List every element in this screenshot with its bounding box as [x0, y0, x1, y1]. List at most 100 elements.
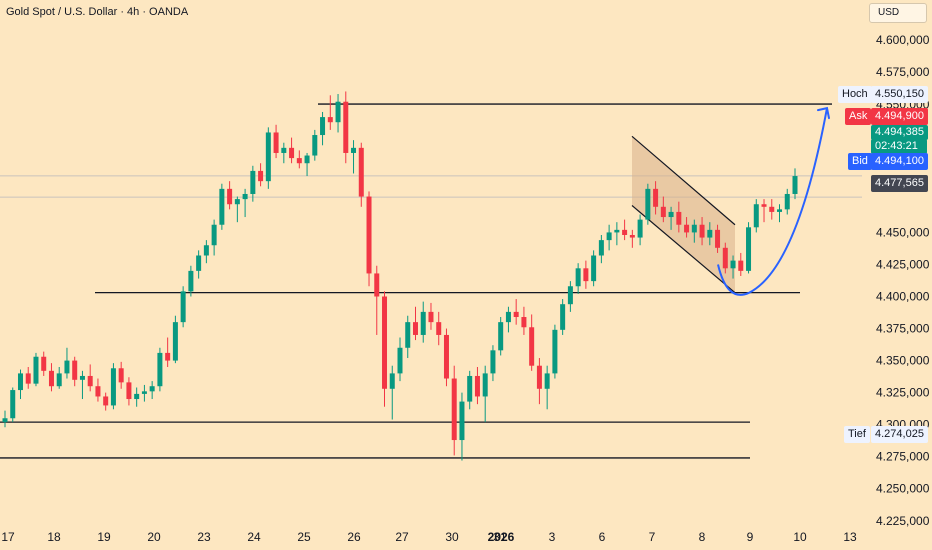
- y-tick-label: 4.350,000: [876, 354, 930, 368]
- horizontal-levels: [0, 103, 832, 459]
- candle-body: [412, 322, 418, 335]
- candle-body: [157, 352, 163, 387]
- candle-body: [180, 291, 186, 323]
- candle-body: [629, 234, 635, 238]
- candle-body: [560, 304, 566, 330]
- candle-body: [691, 224, 697, 233]
- channel-fill: [632, 136, 735, 293]
- tief-value: 4.274,025: [871, 426, 928, 443]
- x-tick-label: 31: [493, 530, 507, 544]
- y-tick-label: 4.250,000: [876, 482, 930, 496]
- candle-body: [64, 360, 70, 374]
- candle-body: [575, 268, 581, 287]
- candle-body: [41, 356, 47, 371]
- y-tick-label: 4.450,000: [876, 225, 930, 239]
- y-tick-label: 4.600,000: [876, 33, 930, 47]
- currency-selector[interactable]: USD: [869, 3, 927, 23]
- candle-body: [188, 270, 194, 292]
- x-tick-label: 18: [47, 530, 61, 544]
- candle-body: [707, 229, 713, 238]
- candle-body: [196, 255, 202, 271]
- candle-body: [761, 204, 767, 207]
- y-tick-label: 4.275,000: [876, 450, 930, 464]
- candle-body: [10, 390, 16, 419]
- ask-label: Ask: [845, 108, 872, 125]
- candle-body: [56, 373, 62, 387]
- candle-body: [722, 247, 728, 269]
- x-tick-label: 9: [747, 530, 754, 544]
- candle-body: [513, 311, 519, 318]
- projection-curve-path: [717, 107, 828, 296]
- candle-body: [591, 255, 597, 282]
- candle-body: [304, 155, 310, 164]
- candle-body: [335, 101, 341, 123]
- candle-body: [87, 375, 93, 387]
- candle-body: [72, 360, 78, 380]
- candle-body: [103, 396, 109, 406]
- candle-body: [614, 229, 620, 233]
- candle-body: [95, 386, 101, 397]
- candle-body: [227, 188, 233, 205]
- projection-curve: [717, 106, 830, 296]
- candle-body: [467, 375, 473, 402]
- candle-body: [699, 224, 705, 238]
- candle-body: [668, 211, 674, 218]
- x-tick-label: 30: [445, 530, 459, 544]
- candle-body: [374, 273, 380, 297]
- candle-body: [529, 327, 535, 366]
- x-tick-label: 10: [793, 530, 807, 544]
- candle-body: [637, 219, 643, 238]
- candle-body: [343, 101, 349, 153]
- channel-lower-line: [631, 205, 736, 294]
- x-tick-label: 17: [1, 530, 15, 544]
- candle-body: [490, 350, 496, 374]
- candle-body: [451, 378, 457, 441]
- candle-body: [482, 373, 488, 397]
- channel-upper-line: [631, 135, 736, 226]
- candle-body: [792, 176, 798, 194]
- candle-body: [676, 211, 682, 225]
- candle-body: [567, 286, 573, 305]
- candle-body: [753, 204, 759, 228]
- arrow-head-icon: [817, 106, 830, 120]
- x-tick-label: 20: [147, 530, 161, 544]
- candle-body: [219, 188, 225, 225]
- candle-body: [738, 260, 744, 271]
- candle-body: [165, 352, 171, 361]
- candle-body: [389, 373, 395, 389]
- candle-body: [777, 209, 783, 212]
- candle-body: [784, 193, 790, 210]
- candle-body: [358, 147, 364, 197]
- tief-label: Tief: [844, 426, 870, 443]
- candle-body: [544, 373, 550, 389]
- x-tick-label: 25: [297, 530, 311, 544]
- x-tick-label: 24: [247, 530, 261, 544]
- bar-countdown: 02:43:21: [871, 139, 927, 154]
- candle-body: [606, 232, 612, 241]
- candle-body: [126, 382, 132, 400]
- candle-body: [382, 296, 388, 389]
- candle-body: [459, 401, 465, 441]
- candle-body: [242, 193, 248, 200]
- candle-body: [436, 322, 442, 335]
- ask-value: 4.494,900: [871, 108, 928, 125]
- candle-body: [33, 356, 39, 384]
- candle-body: [17, 373, 23, 391]
- candle-body: [289, 147, 295, 159]
- y-tick-label: 4.225,000: [876, 514, 930, 528]
- candle-body: [653, 188, 659, 207]
- candle-body: [281, 147, 287, 153]
- x-tick-label: 23: [197, 530, 211, 544]
- candle-body: [141, 391, 147, 394]
- y-tick-label: 4.325,000: [876, 386, 930, 400]
- x-tick-label: 6: [599, 530, 606, 544]
- hoch-value: 4.550,150: [871, 86, 928, 103]
- candle-body: [598, 240, 604, 256]
- hoch-label: Hoch: [838, 86, 872, 103]
- candle-body: [265, 132, 271, 182]
- candle-body: [536, 365, 542, 389]
- candle-body: [684, 224, 690, 233]
- candle-body: [320, 117, 326, 136]
